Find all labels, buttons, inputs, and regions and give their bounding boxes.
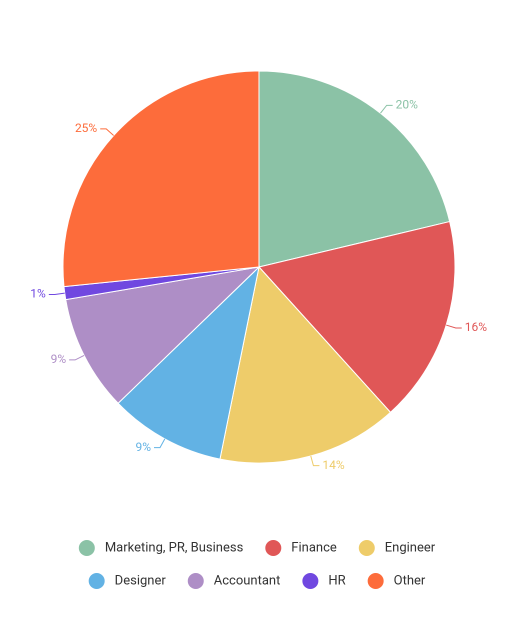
legend-marker [367, 573, 384, 589]
legend-marker [187, 573, 204, 589]
legend-label: Other [394, 573, 426, 588]
leader-line [100, 128, 114, 136]
legend-item: Marketing, PR, Business [78, 540, 244, 556]
legend-label: Designer [115, 573, 167, 588]
data-label: 1% [30, 287, 46, 301]
data-label: 9% [135, 440, 151, 454]
legend-item: Designer [88, 573, 167, 589]
legend-item: Accountant [187, 573, 281, 589]
data-label: 9% [51, 352, 67, 366]
legend-item: Finance [265, 540, 337, 556]
data-label: 16% [465, 320, 487, 334]
leader-line [446, 324, 462, 329]
leader-line [154, 438, 166, 449]
data-label: 14% [322, 458, 344, 472]
legend-marker [88, 573, 105, 589]
legend-item: Other [367, 573, 426, 589]
data-label: 20% [396, 98, 418, 112]
legend-label: Marketing, PR, Business [105, 540, 244, 555]
legend-marker [302, 573, 319, 589]
legend-label: Finance [291, 540, 337, 555]
legend-item: HR [302, 573, 346, 589]
pie-slice [258, 70, 451, 268]
pie-slice [62, 70, 260, 288]
legend-marker [265, 540, 282, 556]
leader-line [48, 292, 65, 295]
pie-slice [65, 266, 261, 404]
legend-item: Engineer [358, 540, 436, 556]
leader-line [310, 455, 320, 467]
legend-marker [358, 540, 375, 556]
legend-label: HR [328, 573, 345, 588]
data-label: 25% [75, 121, 97, 135]
legend-marker [78, 540, 95, 556]
legend-label: Engineer [385, 540, 436, 555]
leader-line [380, 104, 393, 114]
leader-line [69, 354, 85, 361]
legend-label: Accountant [214, 573, 281, 588]
pie-slice [219, 265, 392, 464]
pie-slice [117, 265, 260, 460]
